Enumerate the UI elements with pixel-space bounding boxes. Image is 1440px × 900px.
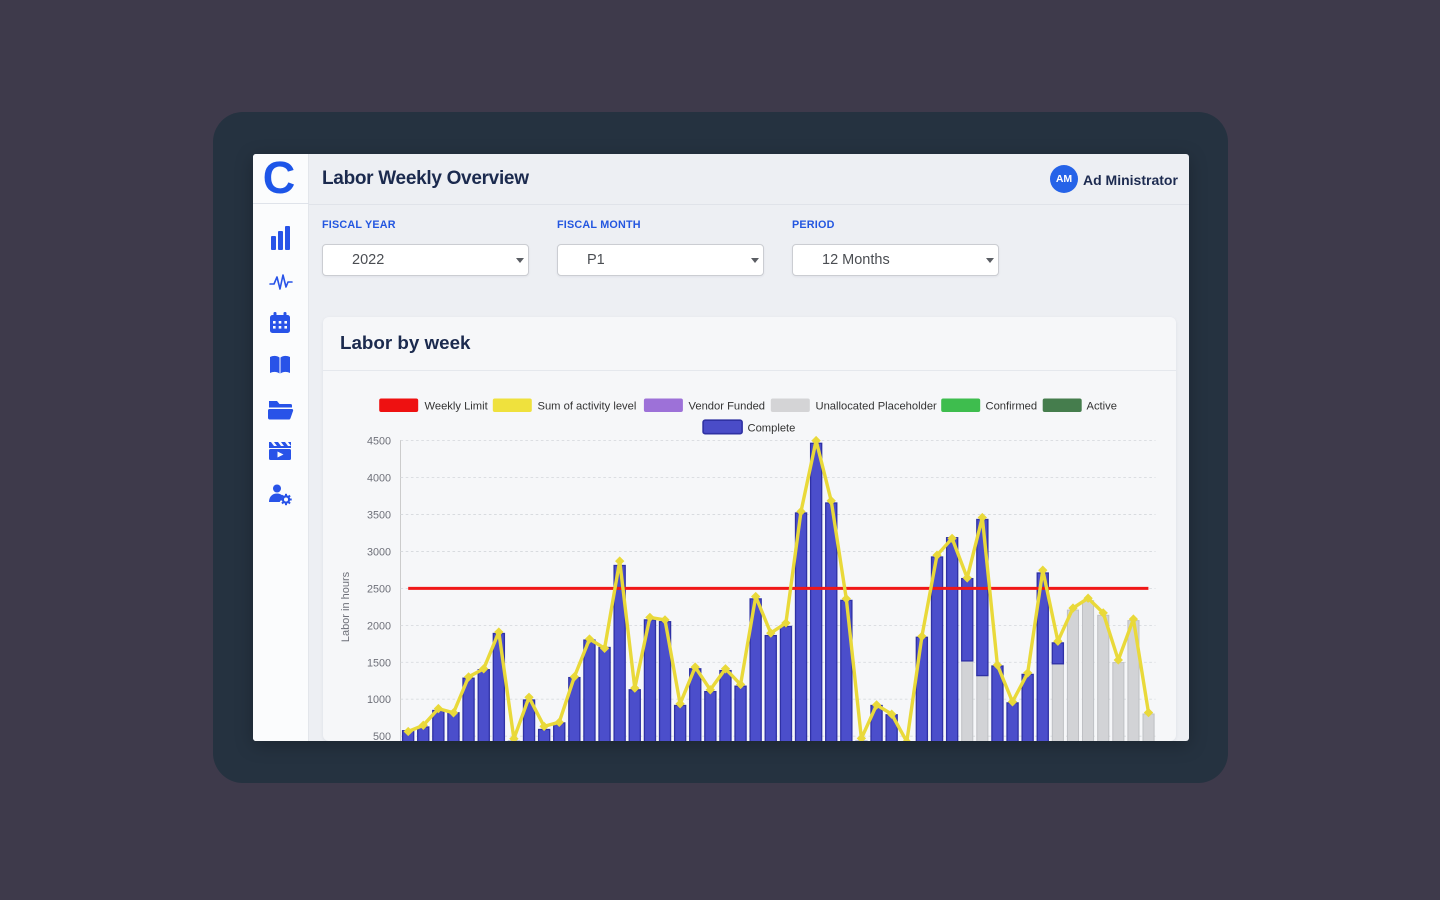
svg-text:Vendor Funded: Vendor Funded — [689, 401, 766, 413]
svg-text:4500: 4500 — [367, 436, 391, 448]
svg-text:2500: 2500 — [367, 583, 391, 595]
svg-text:Labor in hours: Labor in hours — [340, 571, 352, 642]
svg-text:4000: 4000 — [367, 473, 391, 485]
svg-text:1000: 1000 — [367, 694, 391, 706]
svg-text:2000: 2000 — [367, 620, 391, 632]
svg-text:Complete: Complete — [748, 423, 796, 435]
svg-text:Unallocated Placeholder: Unallocated Placeholder — [816, 401, 938, 413]
svg-text:Sum of activity level: Sum of activity level — [538, 401, 637, 413]
svg-text:500: 500 — [373, 731, 391, 741]
svg-text:3000: 3000 — [367, 547, 391, 559]
svg-text:Confirmed: Confirmed — [986, 401, 1038, 413]
svg-text:Weekly Limit: Weekly Limit — [425, 401, 489, 413]
svg-text:Labor by week: Labor by week — [340, 332, 471, 353]
svg-text:1500: 1500 — [367, 657, 391, 669]
svg-text:3500: 3500 — [367, 510, 391, 522]
svg-text:Active: Active — [1087, 401, 1117, 413]
